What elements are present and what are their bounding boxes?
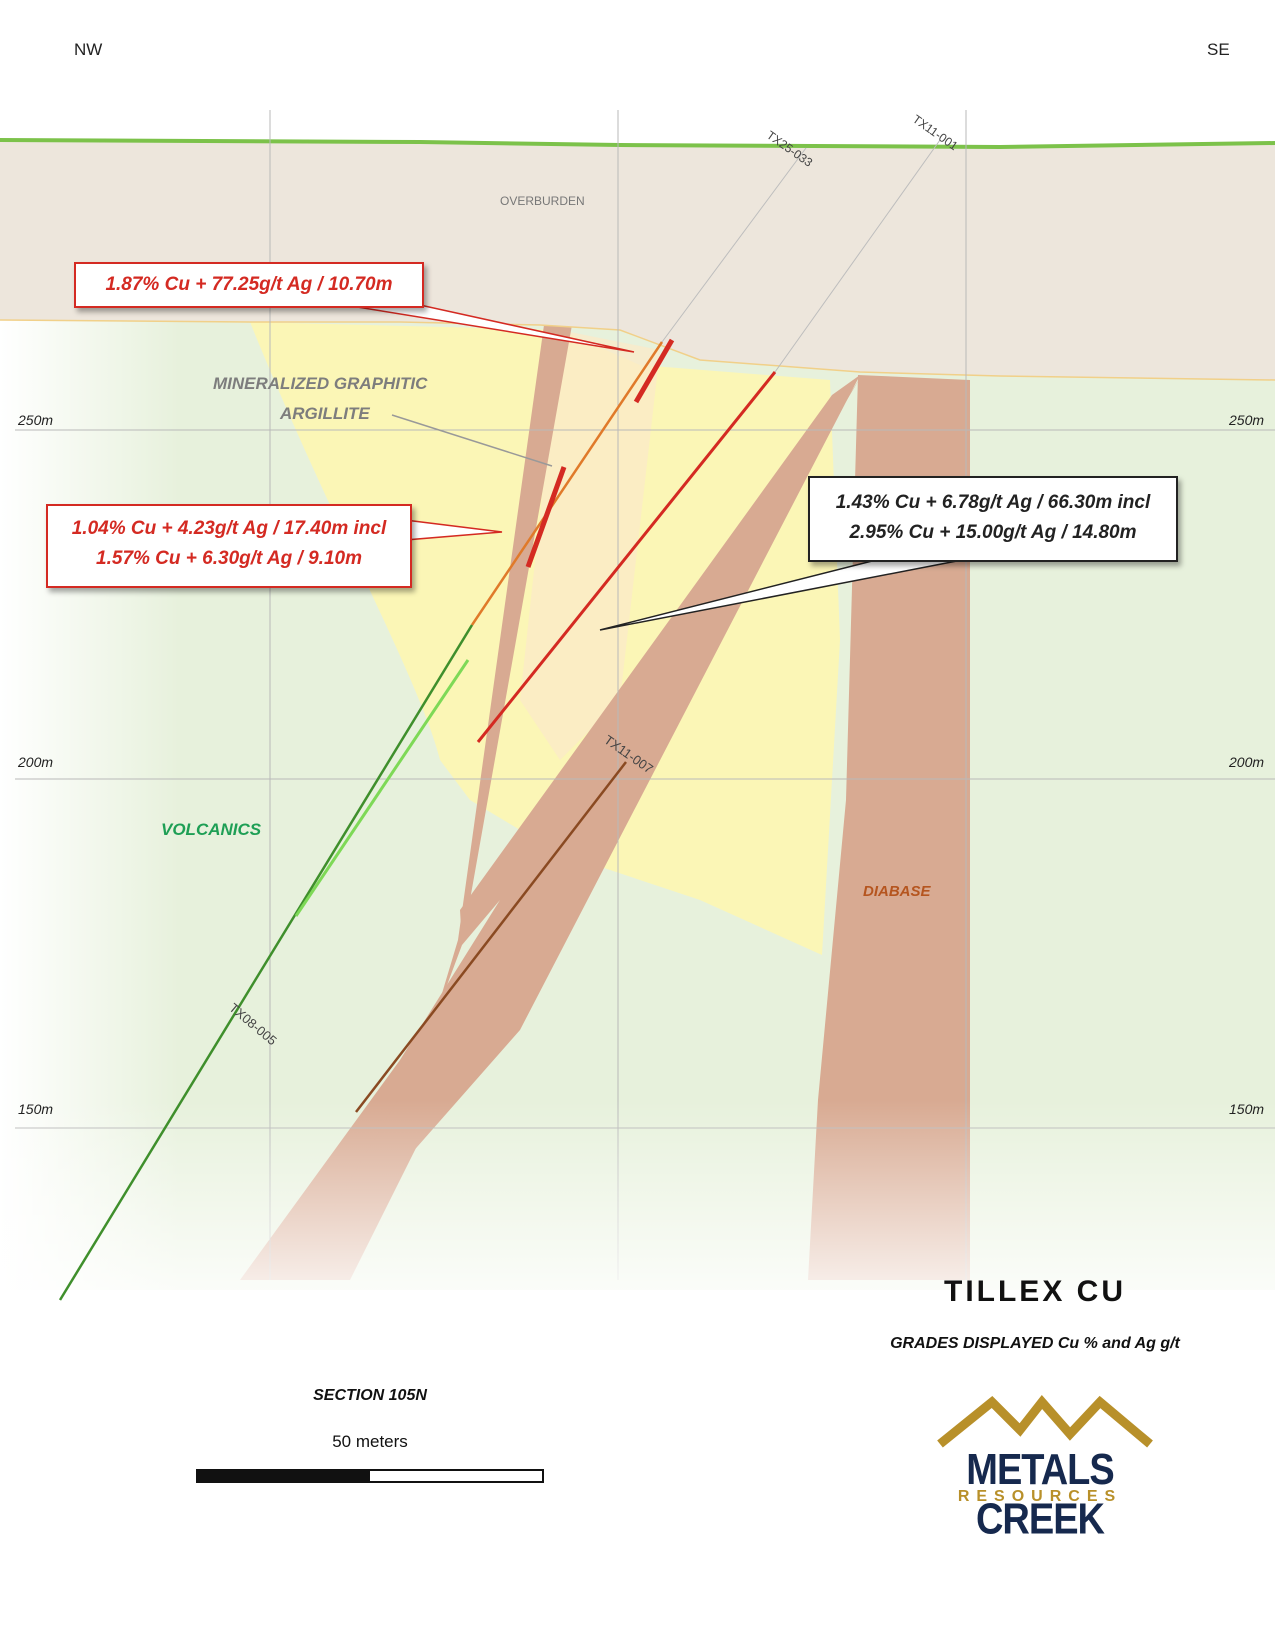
callout-right-line1: 1.43% Cu + 6.78g/t Ag / 66.30m incl	[835, 492, 1151, 513]
map-subtitle: GRADES DISPLAYED Cu % and Ag g/t	[890, 1335, 1180, 1352]
elevation-label-250-right: 250m	[1229, 412, 1265, 428]
label-diabase: DIABASE	[863, 883, 931, 900]
callout-middle-line1: 1.04% Cu + 4.23g/t Ag / 17.40m incl	[71, 518, 387, 539]
callout-intercept-upper: 1.87% Cu + 77.25g/t Ag / 10.70m	[74, 262, 424, 308]
diabase-dyke-west	[434, 325, 572, 1020]
diabase-dyke-main	[240, 375, 860, 1280]
label-argillite: ARGILLITE	[280, 404, 370, 423]
elevation-label-150-right: 150m	[1229, 1101, 1265, 1117]
argillite-inner-zone	[520, 330, 660, 760]
scale-label: 50 meters	[332, 1432, 408, 1451]
drillhole-tx11-007	[355, 761, 627, 1113]
orientation-nw: NW	[74, 40, 103, 59]
logo-sub: RESOURCES	[957, 1488, 1123, 1505]
label-overburden: OVERBURDEN	[500, 194, 585, 208]
elevation-label-200-left: 200m	[18, 754, 54, 770]
drillhole-tx25-033-trace	[661, 147, 807, 343]
intercept-tx25-033-lower	[525, 466, 567, 568]
topographic-surface	[0, 138, 1275, 150]
callout-intercept-right: 1.43% Cu + 6.78g/t Ag / 66.30m incl 2.95…	[808, 476, 1178, 562]
diabase-dyke-vertical	[808, 375, 970, 1280]
overburden-unit	[0, 140, 1275, 380]
label-volcanics: VOLCANICS	[161, 820, 262, 839]
drillhole-tx11-001-trace	[774, 139, 941, 373]
mountain-logo-icon	[937, 1394, 1153, 1448]
section-name: SECTION 105N	[313, 1387, 427, 1404]
map-title: TILLEX CU	[944, 1275, 1126, 1308]
callout-leaders	[344, 304, 963, 631]
drillhole-tx08-005	[58, 624, 474, 1301]
callout-upper-text: 1.87% Cu + 77.25g/t Ag / 10.70m	[105, 274, 393, 295]
drillhole-tx11-001	[476, 371, 777, 743]
elevation-label-250-left: 250m	[18, 412, 54, 428]
callout-right-line2: 2.95% Cu + 15.00g/t Ag / 14.80m	[849, 522, 1137, 543]
drillhole-tx08-005-lightgreen	[294, 659, 470, 917]
company-logo: METALS CREEK RESOURCES	[910, 1378, 1170, 1544]
scale-bar	[196, 1469, 544, 1483]
bedrock-contact	[0, 319, 1275, 381]
callout-intercept-middle: 1.04% Cu + 4.23g/t Ag / 17.40m incl 1.57…	[46, 504, 412, 588]
drillhole-tx25-033	[470, 341, 664, 626]
callout-middle-line2: 1.57% Cu + 6.30g/t Ag / 9.10m	[96, 548, 362, 569]
label-mineralized-graphitic: MINERALIZED GRAPHITIC	[213, 374, 428, 393]
intercept-tx25-033-upper	[633, 338, 675, 404]
bottom-fade	[0, 1100, 1275, 1330]
elevation-label-200-right: 200m	[1229, 754, 1265, 770]
elevation-label-150-left: 150m	[18, 1101, 54, 1117]
logo-name: METALS CREEK	[966, 1446, 1114, 1544]
orientation-se: SE	[1207, 40, 1230, 59]
